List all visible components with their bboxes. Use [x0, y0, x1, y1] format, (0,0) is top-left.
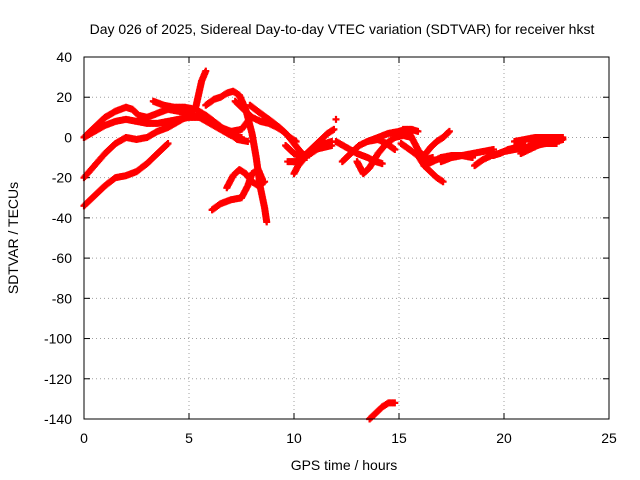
- y-tick-label: 0: [64, 129, 72, 145]
- data-point: [263, 218, 271, 226]
- plot-frame: [83, 56, 610, 420]
- x-tick-label: 0: [80, 430, 88, 446]
- x-tick-label: 20: [496, 430, 512, 446]
- data-point: [202, 67, 210, 75]
- x-tick-label: 25: [601, 430, 617, 446]
- y-tick-label: -60: [52, 250, 72, 266]
- chart-title: Day 026 of 2025, Sidereal Day-to-day VTE…: [90, 21, 595, 37]
- data-point: [391, 146, 399, 154]
- x-tick-label: 10: [286, 430, 302, 446]
- series-track-4: [80, 139, 172, 210]
- series-track-20: [414, 127, 453, 160]
- data-point: [445, 127, 453, 135]
- data-point: [164, 139, 172, 147]
- y-tick-label: -120: [44, 371, 72, 387]
- data-point: [332, 115, 340, 123]
- data-point: [439, 178, 447, 186]
- data-point: [328, 141, 336, 149]
- data-point: [414, 127, 422, 135]
- y-tick-label: 20: [56, 89, 72, 105]
- data-point: [261, 178, 269, 186]
- y-axis-label: SDTVAR / TECUs: [5, 182, 21, 294]
- x-tick-label: 5: [185, 430, 193, 446]
- y-tick-label: -80: [52, 290, 72, 306]
- x-axis-label: GPS time / hours: [291, 457, 398, 473]
- y-tick-label: -40: [52, 210, 72, 226]
- series-track-29: [332, 115, 340, 123]
- data-point: [559, 135, 567, 143]
- data-point: [391, 399, 399, 407]
- y-tick-label: -100: [44, 331, 72, 347]
- y-tick-label: 40: [56, 49, 72, 65]
- series-track-27: [527, 135, 567, 147]
- x-tick-label: 15: [391, 430, 407, 446]
- data-point: [330, 125, 338, 133]
- series-track-18: [397, 139, 447, 186]
- series-track-5: [149, 97, 252, 145]
- series-track-8: [223, 166, 269, 192]
- y-tick-label: -140: [44, 411, 72, 427]
- series-track-22: [437, 146, 497, 166]
- data-point: [378, 160, 386, 168]
- series-track-6: [202, 87, 271, 226]
- series-track-13: [290, 141, 336, 178]
- data-layer: [80, 67, 567, 423]
- y-tick-label: -20: [52, 170, 72, 186]
